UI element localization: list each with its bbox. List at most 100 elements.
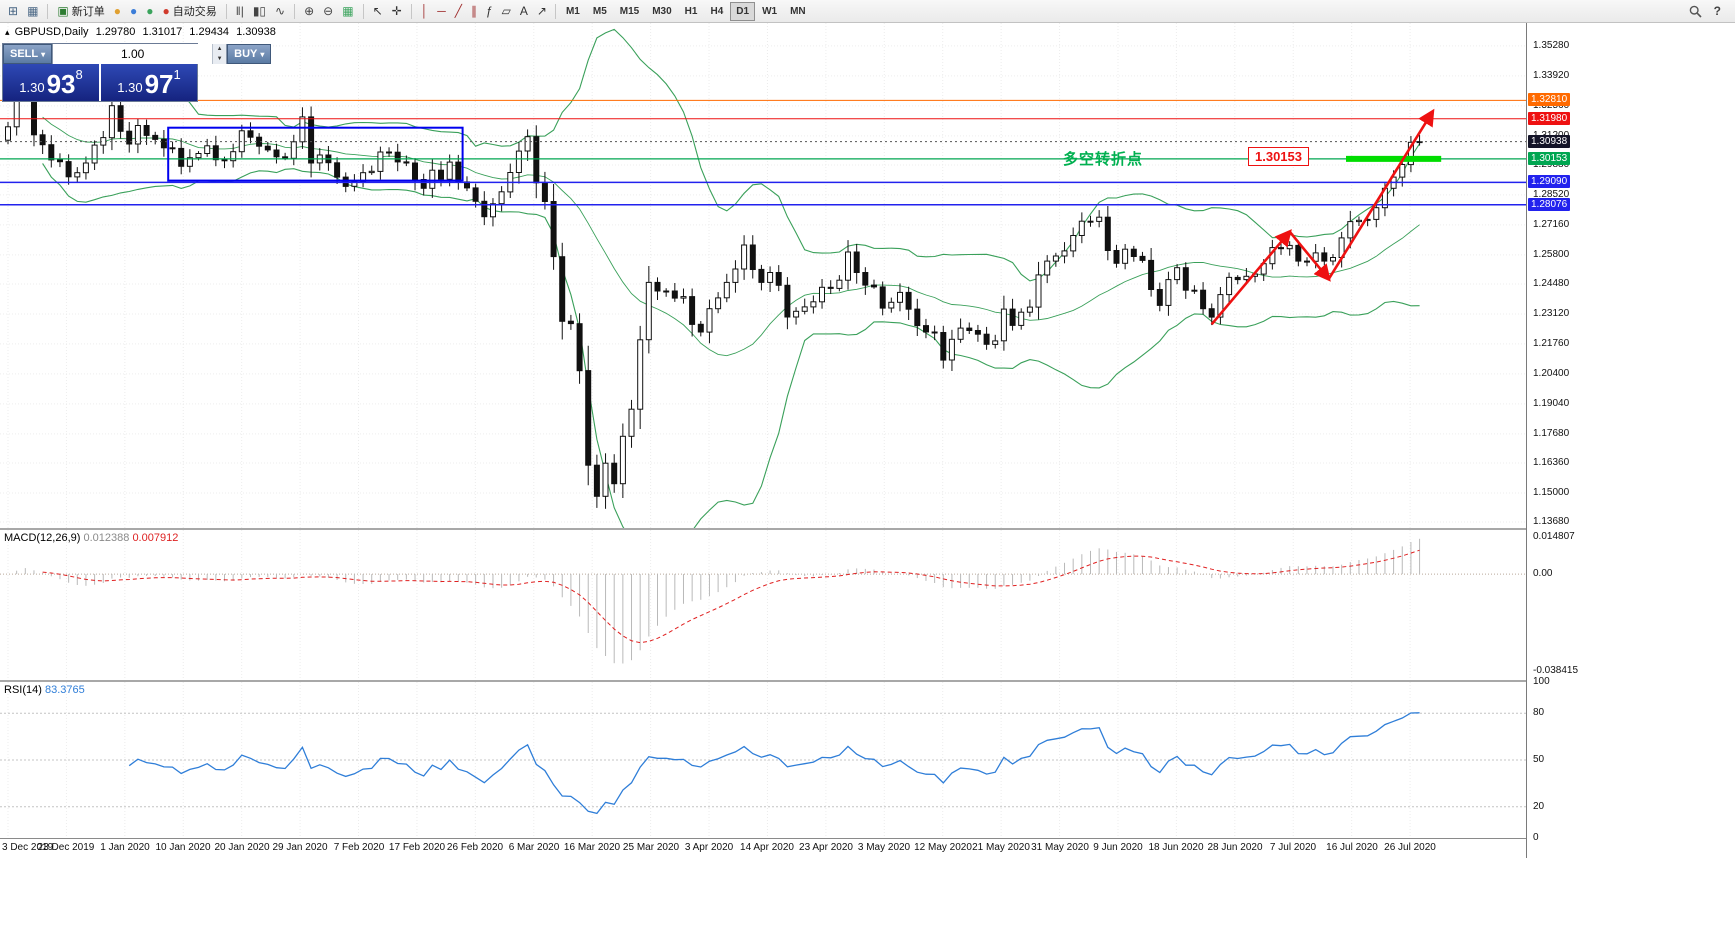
new-order-button-label: 新订单: [71, 6, 105, 18]
trend-arrows[interactable]: [1210, 108, 1435, 326]
price-pane[interactable]: [0, 23, 1526, 528]
low-value: 1.29434: [189, 26, 230, 38]
buy-price[interactable]: 1.30 97 1: [101, 64, 197, 101]
trendline-button[interactable]: ╱: [451, 2, 466, 21]
time-axis-separator: [0, 838, 1584, 839]
macd-pane[interactable]: [0, 530, 1526, 680]
cursor-icon: ↖: [372, 4, 383, 18]
timeframe-m30[interactable]: M30: [646, 2, 677, 21]
rsi-pane[interactable]: [0, 682, 1526, 838]
arrows-button[interactable]: ↗: [533, 2, 551, 21]
crosshair-button[interactable]: ✛: [388, 2, 406, 21]
date-label: 26 Jul 2020: [1384, 842, 1436, 853]
search-button[interactable]: [1685, 2, 1706, 21]
help-button[interactable]: ?: [1710, 2, 1725, 21]
toolbar-separator: [47, 3, 49, 19]
rsi-axis-label: 80: [1533, 707, 1545, 718]
timeframe-mn[interactable]: MN: [784, 2, 812, 21]
horizontal-level-lines[interactable]: [0, 99, 1526, 206]
lot-decrease-button[interactable]: ▼: [213, 54, 227, 64]
bar-chart-button[interactable]: ‖|: [232, 2, 248, 21]
rsi-value: 83.3765: [44, 684, 85, 696]
news-button[interactable]: ●: [142, 2, 157, 21]
zoom-in-icon: ⊕: [304, 4, 315, 18]
sell-button[interactable]: SELL ▾: [3, 44, 53, 64]
toolbar-separator: [554, 3, 556, 19]
price-tag[interactable]: 1.30153: [1528, 152, 1571, 165]
one-click-header: SELL ▾ ▲ ▼ BUY ▾: [3, 44, 272, 64]
price-tag[interactable]: 1.30938: [1528, 135, 1571, 148]
timeframe-m1[interactable]: M1: [560, 2, 586, 21]
new-chart-button[interactable]: ⊞: [4, 2, 22, 21]
date-label: 1 Jan 2020: [100, 842, 150, 853]
price-tick: 1.25800: [1533, 249, 1570, 260]
price-tick: 1.13680: [1533, 516, 1570, 527]
price-tick: 1.28520: [1533, 189, 1570, 200]
date-label: 26 Feb 2020: [446, 842, 504, 853]
date-label: 7 Feb 2020: [333, 842, 385, 853]
new-order-button[interactable]: ▣ 新订单: [53, 2, 108, 21]
timeframe-d1[interactable]: D1: [730, 1, 756, 21]
buy-price-big: 97: [144, 69, 174, 100]
cursor-button[interactable]: ↖: [369, 2, 387, 21]
text-button[interactable]: A: [516, 2, 532, 21]
date-label: 16 Mar 2020: [563, 842, 621, 853]
zoom-in-button[interactable]: ⊕: [300, 2, 318, 21]
fibonacci-button[interactable]: ƒ: [482, 2, 497, 21]
price-level-label[interactable]: 1.30153: [1248, 147, 1309, 166]
buy-button[interactable]: BUY ▾: [227, 44, 272, 64]
trend-arrow[interactable]: [1288, 230, 1331, 282]
date-label: 7 Jul 2020: [1269, 842, 1317, 853]
sell-price-big: 93: [46, 69, 76, 100]
macd-signal-value: 0.007912: [132, 532, 179, 544]
high-value: 1.31017: [142, 26, 183, 38]
price-tag[interactable]: 1.28076: [1528, 198, 1571, 211]
timeframe-h1[interactable]: H1: [679, 2, 704, 21]
turning-point-annotation[interactable]: 多空转折点: [1063, 151, 1144, 168]
arrows-icon: ↗: [536, 4, 547, 18]
mql5-button[interactable]: ●: [110, 2, 125, 21]
collapse-icon[interactable]: ▴: [5, 27, 10, 37]
close-value: 1.30938: [236, 26, 276, 38]
search-icon: [1689, 5, 1702, 18]
candlestick-icon: ▮▯: [252, 4, 267, 18]
sell-price-head: 1.30: [19, 80, 45, 96]
price-tag[interactable]: 1.32810: [1528, 93, 1571, 106]
sell-price[interactable]: 1.30 93 8: [3, 64, 99, 101]
zoom-out-button[interactable]: ⊖: [319, 2, 337, 21]
toolbar-separator: [410, 3, 412, 19]
price-tag[interactable]: 1.31980: [1528, 112, 1571, 125]
pane-separator[interactable]: [0, 528, 1584, 530]
bar-chart-icon: ‖|: [235, 4, 244, 18]
line-chart-button[interactable]: ∿: [271, 2, 289, 21]
profiles-button[interactable]: ▦: [23, 2, 42, 21]
price-tag[interactable]: 1.29090: [1528, 175, 1571, 188]
lot-increase-button[interactable]: ▲: [213, 44, 227, 54]
timeframe-w1[interactable]: W1: [756, 2, 783, 21]
tile-windows-button[interactable]: ▦: [338, 2, 357, 21]
community-button[interactable]: ●: [126, 2, 141, 21]
price-tick: 1.17680: [1533, 428, 1570, 439]
shapes-button[interactable]: ▱: [498, 2, 515, 21]
date-label: 17 Feb 2020: [388, 842, 446, 853]
new-order-icon: ▣: [57, 4, 69, 18]
rectangle-annotation[interactable]: [167, 126, 464, 182]
trend-arrow[interactable]: [1327, 108, 1435, 280]
timeframe-h4[interactable]: H4: [704, 2, 729, 21]
crosshair-icon: ✛: [391, 4, 402, 18]
horizontal-line-icon: ─: [437, 4, 446, 18]
date-label: 9 Jun 2020: [1093, 842, 1143, 853]
macd-name: MACD(12,26,9): [4, 532, 81, 544]
horizontal-line-button[interactable]: ─: [433, 2, 450, 21]
pane-separator[interactable]: [0, 680, 1584, 682]
timeframe-m5[interactable]: M5: [587, 2, 613, 21]
timeframe-m15[interactable]: M15: [614, 2, 645, 21]
vertical-line-button[interactable]: │: [417, 2, 433, 21]
lot-input[interactable]: [53, 44, 213, 64]
mql5-icon: ●: [113, 4, 121, 18]
auto-trading-button[interactable]: ● 自动交易: [159, 2, 221, 21]
trend-arrow[interactable]: [1210, 229, 1292, 326]
candlestick-button[interactable]: ▮▯: [249, 2, 270, 21]
channel-button[interactable]: ∥: [467, 2, 481, 21]
